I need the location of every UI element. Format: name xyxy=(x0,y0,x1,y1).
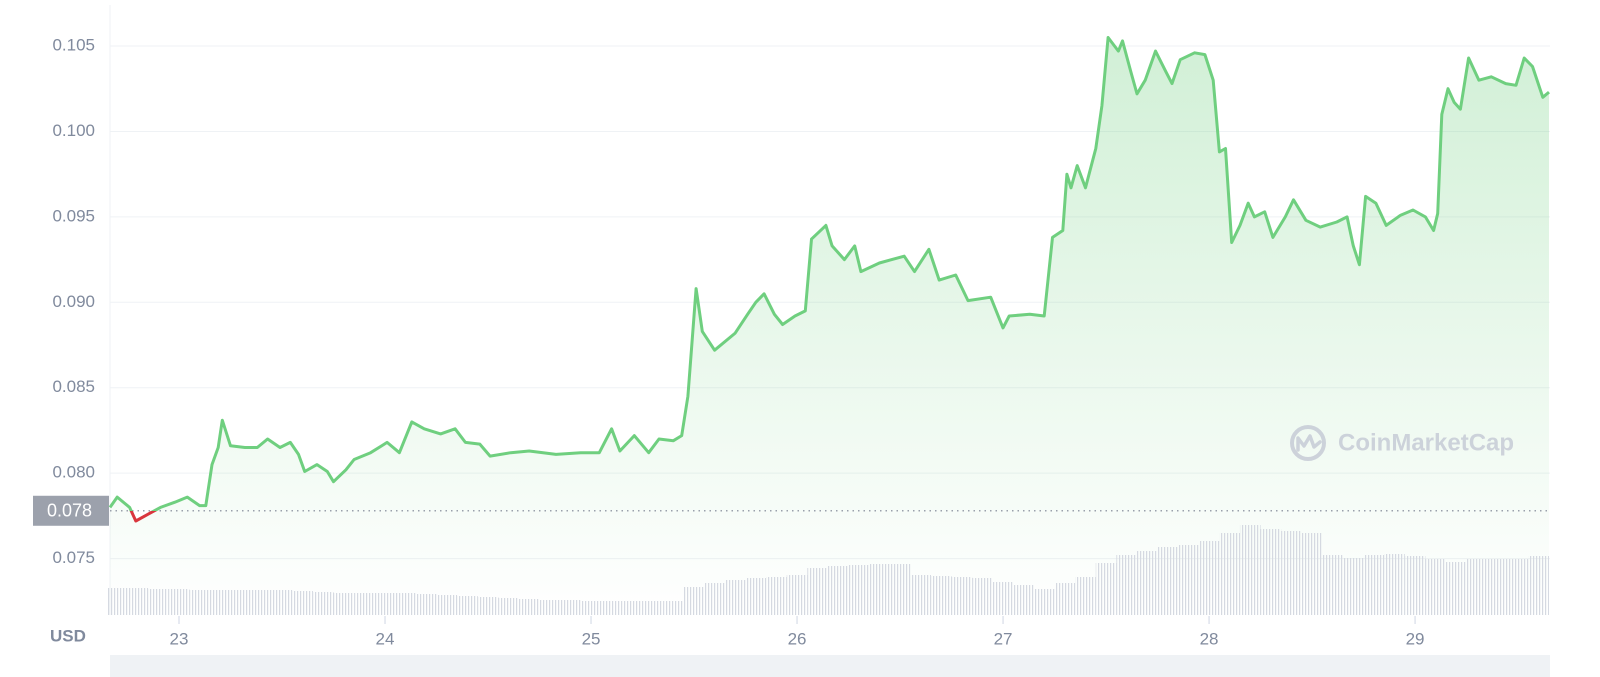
volume-bar xyxy=(1425,559,1446,615)
volume-bar xyxy=(621,601,643,615)
volume-bar xyxy=(869,564,890,615)
volume-bar xyxy=(951,577,973,615)
volume-bar xyxy=(1322,555,1343,615)
volume-bar xyxy=(127,588,149,615)
volume-bar xyxy=(189,590,210,615)
volume-bar xyxy=(1136,551,1158,615)
volume-bar xyxy=(580,601,602,615)
x-tick-label: 23 xyxy=(170,629,189,648)
volume-bar xyxy=(106,588,128,615)
volume-bar xyxy=(1054,583,1076,615)
volume-bar xyxy=(292,591,313,615)
volume-bar xyxy=(1116,555,1137,615)
y-tick-label: 0.095 xyxy=(52,206,95,225)
volume-bar xyxy=(333,593,355,615)
volume-bar xyxy=(1528,556,1549,615)
volume-bar xyxy=(1281,531,1302,615)
volume-bar xyxy=(1033,589,1055,615)
volume-bar xyxy=(457,596,478,615)
volume-bar xyxy=(395,593,416,615)
volume-bar xyxy=(992,582,1014,615)
volume-bar xyxy=(663,601,684,615)
volume-bar xyxy=(1075,577,1096,615)
y-tick-label: 0.085 xyxy=(52,377,95,396)
volume-bar xyxy=(910,575,931,615)
volume-bar xyxy=(518,599,540,615)
volume-bar xyxy=(827,566,849,615)
y-tick-label: 0.080 xyxy=(52,463,95,482)
volume-bar xyxy=(848,565,870,615)
volume-bar xyxy=(807,568,828,615)
volume-bar xyxy=(436,595,458,615)
volume-bar xyxy=(724,580,746,615)
volume-bar xyxy=(1342,558,1364,615)
volume-bar xyxy=(1363,555,1385,615)
volume-bar xyxy=(374,593,396,615)
x-tick-label: 25 xyxy=(582,629,601,648)
volume-bar xyxy=(1198,541,1220,615)
reference-label-bg xyxy=(33,495,109,526)
volume-bar xyxy=(601,601,622,615)
reference-label: 0.078 xyxy=(47,501,92,521)
volume-bar xyxy=(1404,556,1426,615)
volume-bar xyxy=(1178,545,1199,615)
volume-bar xyxy=(1445,562,1467,615)
x-tick-label: 26 xyxy=(788,629,807,648)
volume-bar xyxy=(1487,559,1508,615)
volume-bar xyxy=(786,575,808,615)
x-tick-label: 27 xyxy=(994,629,1013,648)
price-line xyxy=(108,36,1550,523)
volume-bar xyxy=(1384,554,1405,615)
volume-bar xyxy=(1219,533,1240,615)
volume-bar xyxy=(1301,533,1323,615)
volume-bar xyxy=(251,590,272,615)
currency-label: USD xyxy=(50,626,86,645)
y-tick-label: 0.090 xyxy=(52,292,95,311)
navigator-strip[interactable] xyxy=(110,655,1550,677)
volume-bar xyxy=(766,577,787,615)
x-tick-label: 28 xyxy=(1200,629,1219,648)
volume-bar xyxy=(539,600,561,615)
volume-bar xyxy=(642,601,664,615)
volume-bar xyxy=(168,589,190,615)
volume-bar xyxy=(745,578,767,615)
volume-bar xyxy=(312,592,334,615)
volume-bar xyxy=(972,578,993,615)
volume-bar xyxy=(415,594,437,615)
x-tick-label: 24 xyxy=(376,629,395,648)
volume-bar xyxy=(271,590,293,615)
price-area xyxy=(110,37,1549,615)
volume-bar xyxy=(1239,525,1261,615)
volume-bar xyxy=(354,593,375,615)
watermark-text: CoinMarketCap xyxy=(1338,429,1514,456)
y-tick-label: 0.105 xyxy=(52,35,95,54)
volume-bar xyxy=(889,564,911,615)
volume-bar xyxy=(209,590,231,615)
x-tick-label: 29 xyxy=(1406,629,1425,648)
volume-bar xyxy=(1095,563,1117,615)
volume-bar xyxy=(683,587,705,615)
volume-bar xyxy=(477,597,499,615)
volume-bar xyxy=(930,576,952,615)
volume-bar xyxy=(704,583,725,615)
volume-bar xyxy=(230,590,252,615)
volume-bar xyxy=(1013,585,1034,615)
volume-bar xyxy=(1157,547,1179,615)
volume-bar xyxy=(1466,559,1488,615)
volume-bar xyxy=(1260,529,1282,615)
volume-bar xyxy=(148,589,169,615)
volume-bar xyxy=(560,600,581,615)
volume-bar xyxy=(498,598,519,615)
volume-bar xyxy=(1507,559,1529,615)
y-tick-label: 0.100 xyxy=(52,121,95,140)
watermark: CoinMarketCap xyxy=(1290,425,1514,461)
y-tick-label: 0.075 xyxy=(52,548,95,567)
